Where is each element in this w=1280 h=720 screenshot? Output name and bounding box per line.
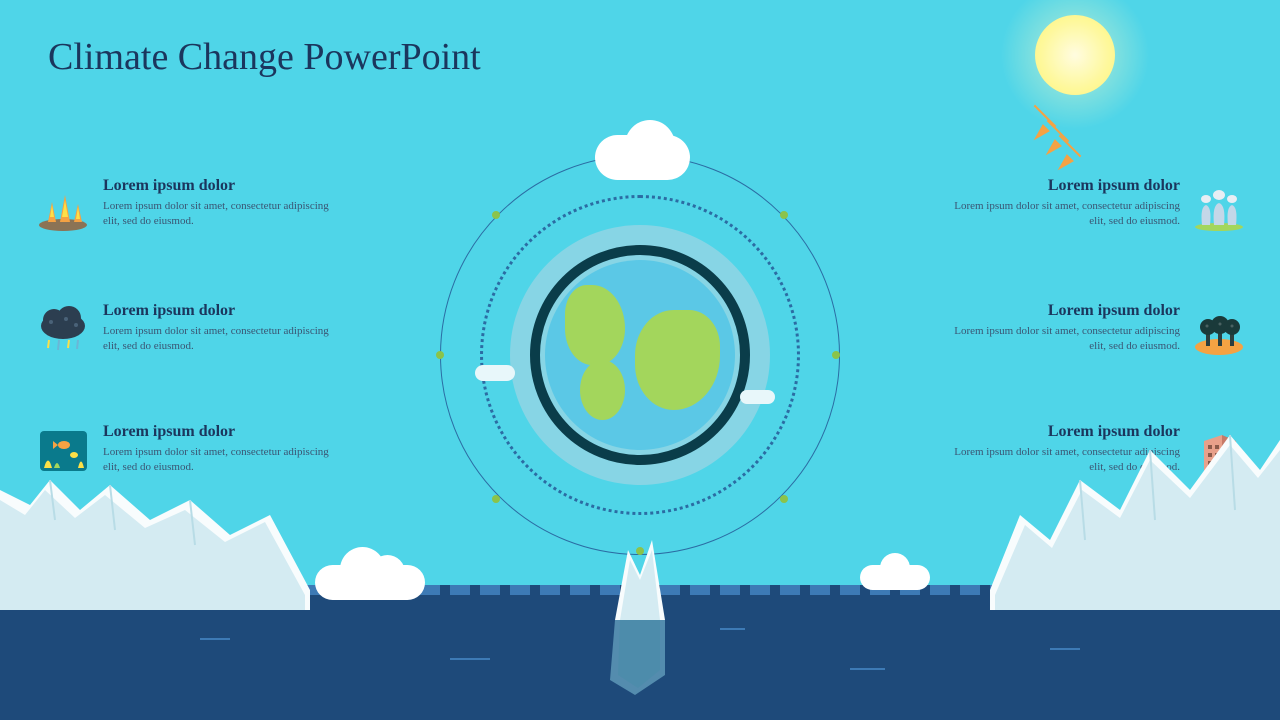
info-desc: Lorem ipsum dolor sit amet, consectetur …	[103, 199, 334, 230]
info-title: Lorem ipsum dolor	[103, 177, 334, 195]
info-item-power-plant: Lorem ipsum dolor Lorem ipsum dolor sit …	[937, 177, 1247, 232]
small-cloud-icon	[740, 390, 775, 404]
earth-icon	[545, 260, 735, 450]
info-item-rain: Lorem ipsum dolor Lorem ipsum dolor sit …	[36, 302, 346, 357]
info-desc: Lorem ipsum dolor sit amet, consectetur …	[103, 324, 334, 355]
info-item-deforestation: Lorem ipsum dolor Lorem ipsum dolor sit …	[937, 302, 1247, 357]
info-title: Lorem ipsum dolor	[103, 423, 334, 441]
iceberg	[580, 520, 700, 700]
slide-title: Climate Change PowerPoint	[48, 35, 481, 79]
rain-cloud-icon	[36, 302, 91, 357]
info-title: Lorem ipsum dolor	[949, 177, 1180, 195]
small-cloud-icon	[475, 365, 515, 381]
power-plant-icon	[1192, 177, 1247, 232]
info-item-wildfire: Lorem ipsum dolor Lorem ipsum dolor sit …	[36, 177, 346, 232]
sun-illustration	[1000, 0, 1150, 130]
info-desc: Lorem ipsum dolor sit amet, consectetur …	[949, 199, 1180, 230]
cloud-icon	[595, 135, 690, 180]
info-title: Lorem ipsum dolor	[949, 302, 1180, 320]
info-desc: Lorem ipsum dolor sit amet, consectetur …	[949, 324, 1180, 355]
glacier-left	[0, 460, 310, 610]
low-cloud-icon	[860, 565, 930, 590]
glacier-right	[990, 420, 1280, 610]
deforestation-icon	[1192, 302, 1247, 357]
wildfire-icon	[36, 177, 91, 232]
low-cloud-icon	[315, 565, 425, 600]
earth-atmosphere-diagram	[440, 155, 840, 555]
info-title: Lorem ipsum dolor	[103, 302, 334, 320]
